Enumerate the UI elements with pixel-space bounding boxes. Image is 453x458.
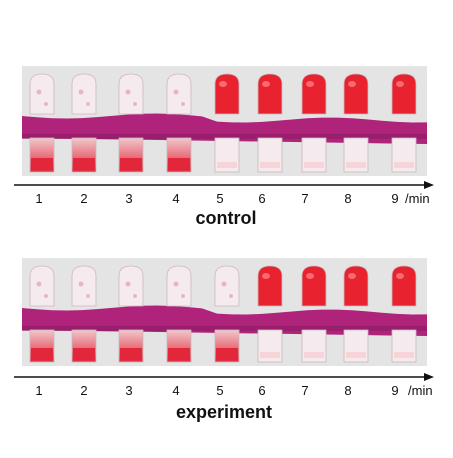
- tube-5-bubble: [222, 282, 227, 287]
- tube-5-cap: [215, 266, 239, 306]
- tube-6-highlight: [262, 273, 270, 279]
- tube-3-liquid: [120, 158, 142, 170]
- tube-3-liquid: [120, 348, 142, 360]
- control-caption: control: [196, 208, 257, 229]
- tube-7-residue: [304, 352, 324, 358]
- control-tick-2: 2: [80, 191, 87, 206]
- tube-6-residue: [260, 162, 280, 168]
- tube-4-bubble: [181, 294, 185, 298]
- tube-1-cap: [30, 266, 54, 306]
- tube-5-residue: [217, 162, 237, 168]
- experiment-tick-4: 4: [172, 383, 179, 398]
- control-time-axis: [14, 181, 434, 189]
- experiment-tick-6: 6: [258, 383, 265, 398]
- tube-2-bubble: [79, 282, 84, 287]
- tube-3-bubble: [133, 294, 137, 298]
- tube-3-bubble: [133, 102, 137, 106]
- tube-7-residue: [304, 162, 324, 168]
- tube-1-cap: [30, 74, 54, 114]
- tube-2-cap: [72, 266, 96, 306]
- tube-8-highlight: [348, 81, 356, 87]
- control-axis-unit: /min: [405, 191, 430, 206]
- experiment-tick-3: 3: [125, 383, 132, 398]
- experiment-tick-8: 8: [344, 383, 351, 398]
- tube-9-highlight: [396, 81, 404, 87]
- tube-4-liquid: [168, 158, 190, 170]
- tube-9-residue: [394, 352, 414, 358]
- tube-2-cap: [72, 74, 96, 114]
- tube-3-cap: [119, 266, 143, 306]
- tube-6-highlight: [262, 81, 270, 87]
- experiment-photo: [22, 258, 427, 366]
- experiment-caption: experiment: [176, 402, 272, 423]
- tube-8-residue: [346, 352, 366, 358]
- tube-4-bubble: [174, 90, 179, 95]
- experiment-time-axis: [14, 373, 434, 381]
- experiment-axis-unit: /min: [408, 383, 433, 398]
- tube-5-bubble: [229, 294, 233, 298]
- tube-2-liquid: [73, 158, 95, 170]
- control-tick-6: 6: [258, 191, 265, 206]
- tube-6-cap: [258, 266, 282, 306]
- tube-4-bubble: [181, 102, 185, 106]
- tube-2-bubble: [79, 90, 84, 95]
- tube-8-residue: [346, 162, 366, 168]
- tube-5-liquid: [216, 348, 238, 360]
- tube-2-bubble: [86, 294, 90, 298]
- experiment-tick-5: 5: [216, 383, 223, 398]
- tube-3-bubble: [126, 90, 131, 95]
- tube-4-cap: [167, 266, 191, 306]
- experiment-tick-7: 7: [301, 383, 308, 398]
- tube-8-cap: [344, 266, 368, 306]
- tube-6-residue: [260, 352, 280, 358]
- control-tick-9: 9: [391, 191, 398, 206]
- tube-7-cap: [302, 266, 326, 306]
- tube-9-residue: [394, 162, 414, 168]
- tube-5-cap: [215, 74, 239, 114]
- control-tick-7: 7: [301, 191, 308, 206]
- tube-1-bubble: [44, 294, 48, 298]
- tube-9-cap: [392, 74, 416, 114]
- tube-1-liquid: [31, 158, 53, 170]
- tube-5-highlight: [219, 81, 227, 87]
- control-tick-4: 4: [172, 191, 179, 206]
- tube-2-bubble: [86, 102, 90, 106]
- tube-1-bubble: [37, 282, 42, 287]
- tube-1-bubble: [37, 90, 42, 95]
- tube-9-highlight: [396, 273, 404, 279]
- control-tick-1: 1: [35, 191, 42, 206]
- experiment-tick-1: 1: [35, 383, 42, 398]
- tube-7-highlight: [306, 81, 314, 87]
- experiment-tick-2: 2: [80, 383, 87, 398]
- control-tube-rack-image: [22, 66, 427, 176]
- control-tick-8: 8: [344, 191, 351, 206]
- experiment-tick-9: 9: [391, 383, 398, 398]
- tube-8-cap: [344, 74, 368, 114]
- tube-4-bubble: [174, 282, 179, 287]
- control-tick-5: 5: [216, 191, 223, 206]
- tube-1-bubble: [44, 102, 48, 106]
- tube-3-cap: [119, 74, 143, 114]
- tube-4-cap: [167, 74, 191, 114]
- tube-1-liquid: [31, 348, 53, 360]
- tube-9-cap: [392, 266, 416, 306]
- tube-6-cap: [258, 74, 282, 114]
- experiment-tube-rack-image: [22, 258, 427, 366]
- tube-7-cap: [302, 74, 326, 114]
- tube-7-highlight: [306, 273, 314, 279]
- control-tick-3: 3: [125, 191, 132, 206]
- tube-4-liquid: [168, 348, 190, 360]
- tube-3-bubble: [126, 282, 131, 287]
- tube-8-highlight: [348, 273, 356, 279]
- control-photo: [22, 66, 427, 176]
- tube-2-liquid: [73, 348, 95, 360]
